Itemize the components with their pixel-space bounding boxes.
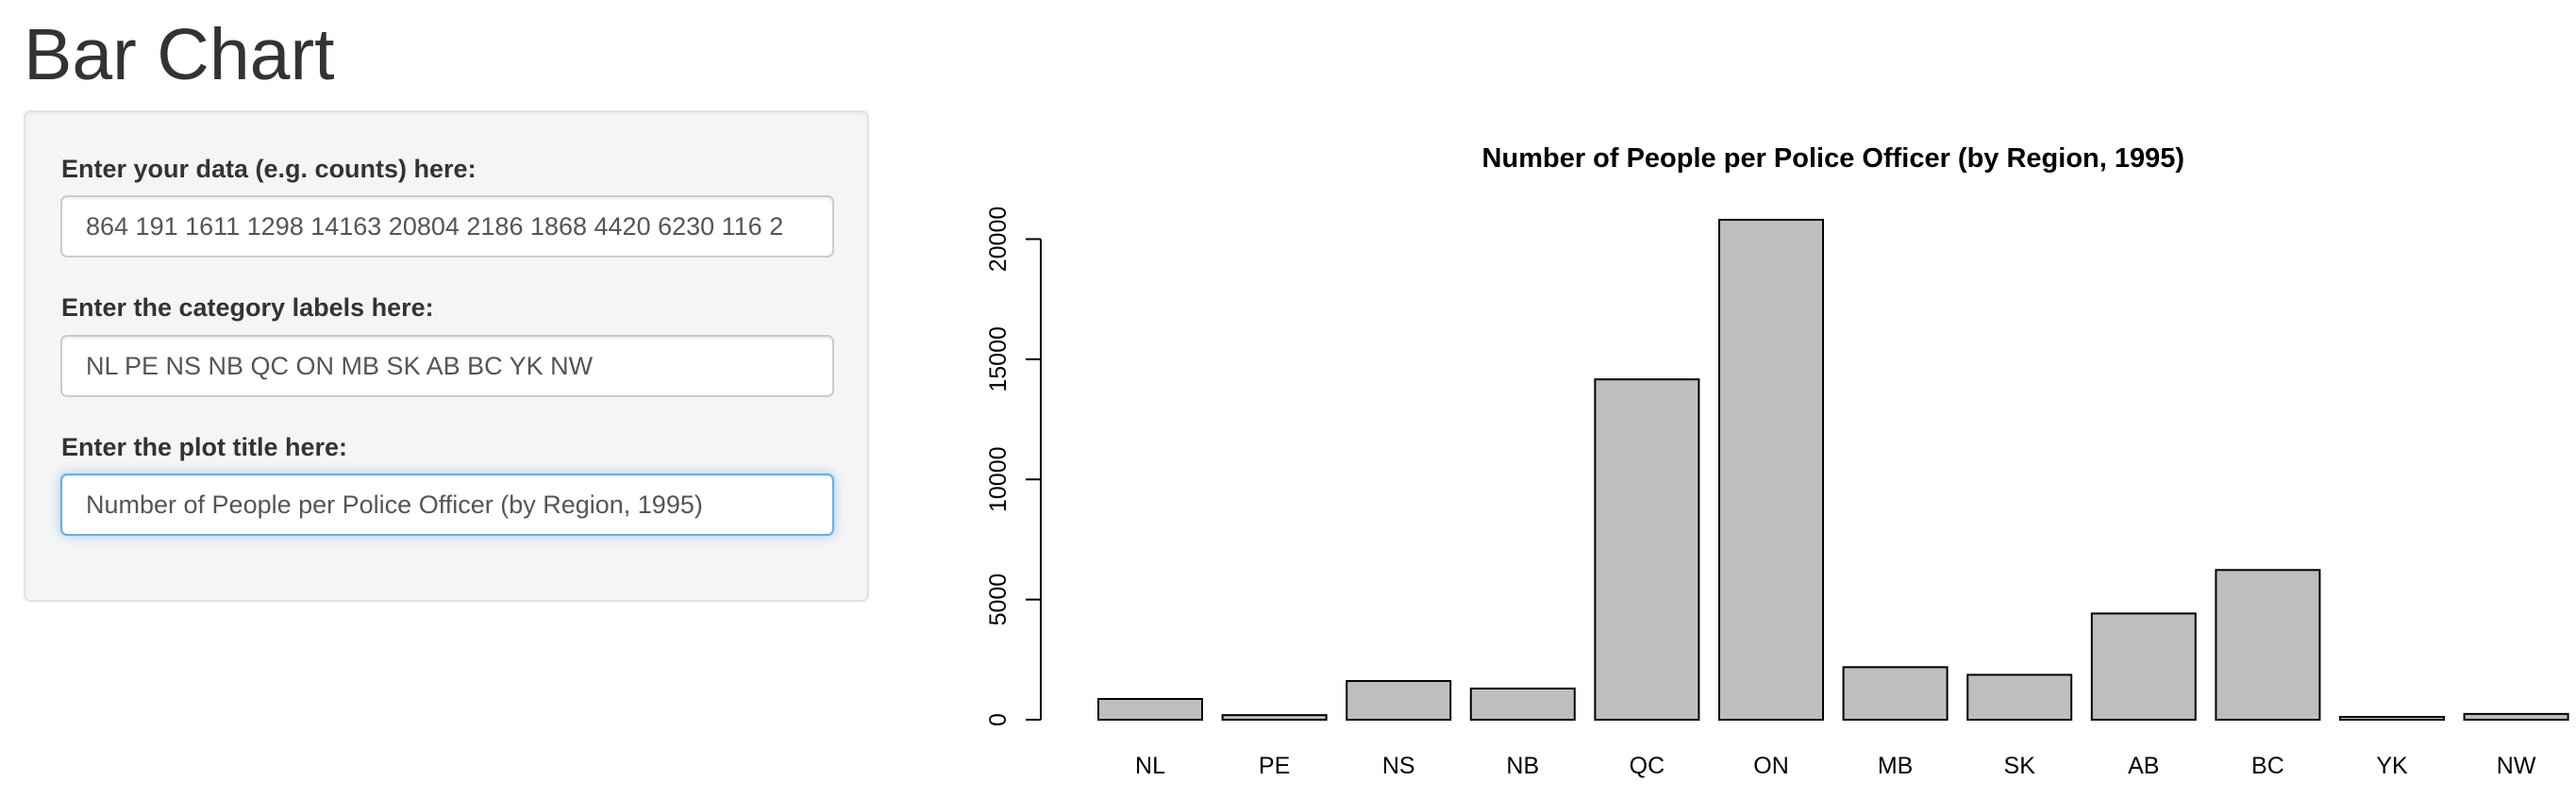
x-tick-label: AB (2128, 753, 2159, 779)
input-panel: Enter your data (e.g. counts) here: Ente… (24, 110, 869, 602)
bar-bc (2215, 569, 2321, 722)
x-tick-label: PE (1259, 753, 1290, 779)
bar-chart: Number of People per Police Officer (by … (944, 123, 2576, 798)
y-tick-label: 10000 (985, 446, 1012, 512)
x-tick-label: QC (1630, 753, 1665, 779)
plot-title-input[interactable] (60, 474, 834, 536)
page-title: Bar Chart (24, 14, 335, 95)
chart-title: Number of People per Police Officer (by … (1482, 143, 2185, 174)
x-tick-label: MB (1878, 753, 1914, 779)
y-tick-label: 0 (985, 713, 1012, 726)
bar-ns (1346, 679, 1452, 721)
y-tick-label: 15000 (985, 326, 1012, 392)
x-tick-label: NL (1135, 753, 1165, 779)
x-tick-label: ON (1753, 753, 1789, 779)
labels-input[interactable] (60, 335, 834, 397)
x-tick-label: NS (1382, 753, 1415, 779)
bar-sk (1966, 673, 2073, 721)
bar-nw (2463, 712, 2569, 722)
x-tick-label: NW (2497, 753, 2536, 779)
x-tick-label: YK (2376, 753, 2408, 779)
bar-chart-svg: Number of People per Police Officer (by … (985, 143, 2569, 779)
bar-on (1718, 219, 1824, 721)
bar-yk (2339, 716, 2445, 721)
title-field-label: Enter the plot title here: (61, 433, 348, 461)
y-tick-label: 5000 (985, 574, 1012, 626)
bar-nb (1469, 687, 1576, 721)
data-input[interactable] (60, 195, 834, 258)
bar-nl (1097, 697, 1203, 721)
bar-ab (2090, 612, 2197, 722)
y-tick-label: 20000 (985, 207, 1012, 273)
x-tick-label: SK (2004, 753, 2036, 779)
x-tick-label: BC (2251, 753, 2284, 779)
labels-field-label: Enter the category labels here: (61, 293, 434, 322)
bar-qc (1594, 378, 1700, 721)
bar-pe (1221, 714, 1328, 721)
bar-mb (1842, 666, 1949, 722)
x-tick-label: NB (1506, 753, 1539, 779)
data-field-label: Enter your data (e.g. counts) here: (61, 155, 477, 183)
